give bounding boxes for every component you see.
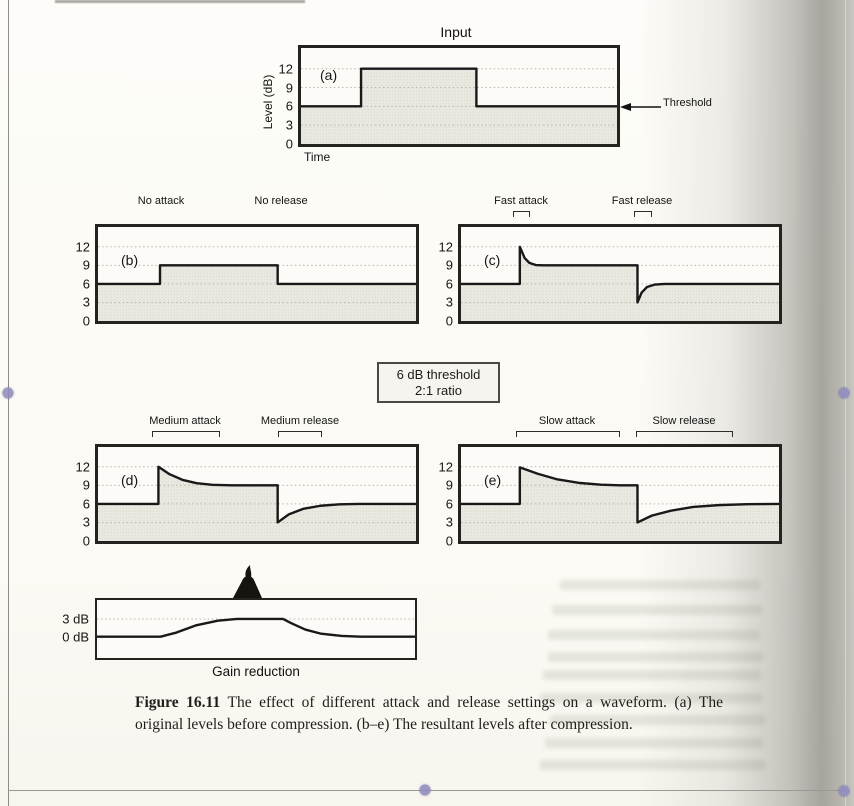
y-tick-label: 12 (75, 239, 90, 255)
attack-setting-label: Fast attack (494, 195, 548, 207)
release-range-bracket (278, 431, 322, 437)
right-edge-line (845, 0, 846, 806)
compressor-settings-box: 6 dB threshold 2:1 ratio (377, 362, 500, 403)
y-axis-ticks: 12 9 6 3 0 (62, 447, 90, 549)
y-tick-label: 3 dB (62, 611, 89, 627)
bleed-through-text-line (545, 738, 763, 748)
release-setting-label: Fast release (611, 195, 673, 207)
y-tick-label: 9 (445, 257, 453, 273)
y-tick-label: 6 (445, 496, 453, 512)
chart-gain-reduction: 3 dB 0 dB (62, 598, 417, 660)
attack-setting-label: Medium attack (149, 415, 221, 427)
y-tick-label: 12 (438, 239, 453, 255)
scan-edge-smudge (55, 0, 305, 3)
threshold-arrow-icon (620, 103, 661, 111)
plot-area (458, 224, 782, 324)
chart-no-attack-no-release: 12 9 6 3 0 (b) (76, 224, 419, 329)
y-tick-label: 3 (445, 514, 453, 530)
release-setting-label: No release (254, 195, 308, 207)
panel-label: (d) (121, 472, 139, 488)
y-tick-label: 6 (82, 276, 90, 292)
bleed-through-text-line (543, 670, 761, 680)
plot-area (95, 444, 419, 544)
y-tick-label: 0 (82, 533, 90, 549)
y-axis-ticks: 12 9 6 3 0 (265, 48, 293, 152)
y-tick-label: 3 (285, 117, 293, 133)
y-tick-label: 12 (438, 459, 453, 475)
bleed-through-text-line (550, 715, 765, 725)
y-tick-label: 6 (445, 276, 453, 292)
panel-label: (e) (484, 472, 502, 488)
y-axis-ticks: 12 9 6 3 0 (425, 227, 453, 329)
chart-title: Input (440, 24, 472, 40)
y-axis-ticks: 12 9 6 3 0 (62, 227, 90, 329)
y-tick-label: 9 (82, 257, 90, 273)
settings-threshold: 6 dB threshold (396, 367, 481, 382)
figure-number: Figure 16.11 (135, 694, 221, 711)
y-axis-ticks: 12 9 6 3 0 (425, 447, 453, 549)
ink-smudge (233, 565, 262, 598)
bleed-through-text-line (540, 693, 762, 703)
plot-area (95, 598, 417, 660)
y-axis-ticks: 3 dB 0 dB (53, 600, 89, 662)
page-curl-shadow (640, 0, 854, 806)
selection-handle-bottom-right[interactable] (838, 785, 850, 797)
selection-handle-right[interactable] (838, 387, 850, 399)
attack-range-bracket (516, 431, 620, 437)
y-tick-label: 12 (278, 61, 293, 77)
release-setting-label: Medium release (260, 415, 340, 427)
plot-area (458, 444, 782, 544)
y-tick-label: 3 (445, 294, 453, 310)
y-tick-label: 6 (82, 496, 90, 512)
x-axis-label: Time (304, 150, 331, 164)
panel-label: (a) (320, 67, 338, 83)
left-edge-line (8, 0, 9, 806)
settings-ratio: 2:1 ratio (415, 383, 462, 398)
y-tick-label: 12 (75, 459, 90, 475)
bleed-through-text-line (540, 760, 765, 770)
chart-input: 12 9 6 3 0 (a) (279, 45, 620, 152)
attack-range-bracket (152, 431, 220, 437)
figure-caption: Figure 16.11 The effect of different att… (135, 692, 723, 736)
panel-label: (b) (121, 252, 139, 268)
y-tick-label: 0 (445, 313, 453, 329)
chart-slow-attack-slow-release: 12 9 6 3 0 (e) (439, 444, 782, 549)
bleed-through-text-line (548, 652, 763, 662)
attack-setting-label: No attack (137, 195, 185, 207)
y-tick-label: 0 (82, 313, 90, 329)
y-tick-label: 9 (285, 80, 293, 96)
attack-range-bracket (513, 211, 530, 217)
threshold-label: Threshold (663, 97, 712, 109)
bleed-through-text-line (552, 605, 762, 615)
panel-label: (c) (484, 252, 501, 268)
selection-handle-left[interactable] (2, 387, 14, 399)
y-tick-label: 9 (445, 477, 453, 493)
release-setting-label: Slow release (652, 415, 716, 427)
y-tick-label: 9 (82, 477, 90, 493)
chart-medium-attack-medium-release: 12 9 6 3 0 (d) (76, 444, 419, 549)
bleed-through-text-line (560, 580, 760, 590)
y-tick-label: 3 (82, 514, 90, 530)
plot-area (298, 45, 620, 147)
attack-setting-label: Slow attack (538, 415, 596, 427)
figure-caption-text: The effect of different attack and relea… (135, 694, 723, 733)
release-range-bracket (636, 431, 733, 437)
y-tick-label: 0 dB (62, 629, 89, 645)
release-range-bracket (634, 211, 652, 217)
y-tick-label: 0 (445, 533, 453, 549)
selection-handle-bottom[interactable] (419, 784, 431, 796)
y-tick-label: 6 (285, 98, 293, 114)
chart-fast-attack-fast-release: 12 9 6 3 0 (c) (439, 224, 782, 329)
y-tick-label: 3 (82, 294, 90, 310)
gain-reduction-title: Gain reduction (212, 664, 300, 679)
plot-area (95, 224, 419, 324)
y-tick-label: 0 (285, 136, 293, 152)
bleed-through-text-line (548, 630, 760, 640)
